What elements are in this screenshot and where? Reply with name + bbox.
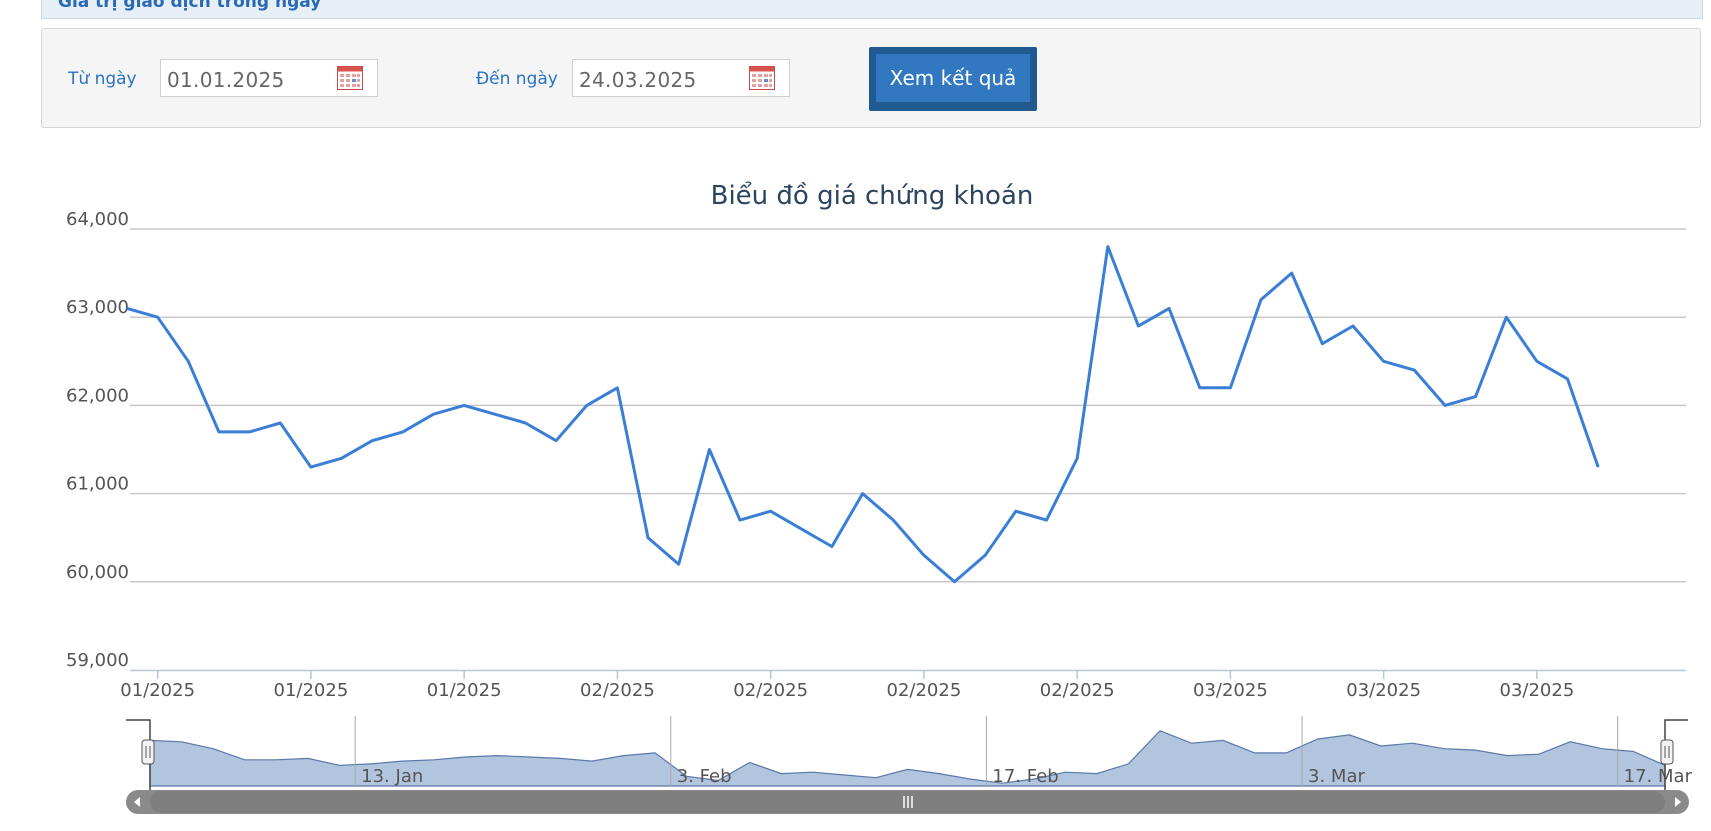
y-tick-label: 63,000	[66, 297, 129, 318]
from-date-input[interactable]: 01.01.2025	[160, 59, 378, 97]
chart-title: Biểu đồ giá chứng khoán	[711, 180, 1034, 211]
section-title: Giá trị giao dịch trong ngày	[58, 0, 322, 12]
navigator-scrollbar[interactable]	[126, 790, 1689, 814]
navigator-label: 3. Mar	[1308, 766, 1365, 787]
navigator-left-edge	[126, 719, 151, 790]
from-date-value: 01.01.2025	[167, 68, 285, 92]
x-tick-label: 02/2025	[733, 680, 808, 701]
x-tick-label: 02/2025	[1040, 680, 1115, 701]
x-tick-label: 02/2025	[580, 680, 655, 701]
navigator-label: 3. Feb	[677, 766, 732, 787]
x-tick-label: 01/2025	[120, 680, 195, 701]
x-tick-label: 03/2025	[1500, 680, 1575, 701]
y-tick-label: 64,000	[66, 209, 129, 230]
navigator-right-handle[interactable]	[1660, 739, 1674, 765]
y-tick-label: 60,000	[66, 562, 129, 583]
from-date-label: Từ ngày	[68, 69, 137, 89]
navigator-label: 17. Mar	[1624, 766, 1693, 787]
scroll-left-arrow-icon	[134, 797, 140, 807]
to-date-label: Đến ngày	[476, 69, 558, 89]
x-axis: 01/2025 01/2025 01/2025 02/2025 02/2025 02/20…	[120, 669, 1686, 701]
grid-lines	[130, 228, 1686, 583]
x-tick-label: 03/2025	[1193, 680, 1268, 701]
navigator-area	[149, 730, 1666, 787]
view-results-button[interactable]: Xem kết quả	[876, 54, 1030, 102]
range-navigator[interactable]: 13. Jan 3. Feb 17. Feb 3. Mar 17. Mar	[126, 716, 1693, 814]
x-tick-label: 02/2025	[887, 680, 962, 701]
price-line	[126, 245, 1600, 584]
y-axis: 59,000 60,000 61,000 62,000 63,000 64,000	[66, 209, 129, 671]
x-tick-label: 03/2025	[1346, 680, 1421, 701]
navigator-label: 13. Jan	[361, 766, 423, 787]
calendar-icon[interactable]	[749, 66, 775, 90]
navigator-right-edge	[1664, 719, 1688, 790]
x-tick-label: 01/2025	[427, 680, 502, 701]
to-date-value: 24.03.2025	[579, 68, 697, 92]
x-tick-label: 01/2025	[274, 680, 349, 701]
calendar-icon[interactable]	[337, 66, 363, 90]
scroll-right-arrow-icon	[1675, 797, 1681, 807]
navigator-left-handle[interactable]	[141, 739, 155, 765]
y-tick-label: 61,000	[66, 474, 129, 495]
submit-button-frame: Xem kết quả	[869, 47, 1037, 111]
date-filter-panel: Từ ngày 01.01.2025 Đến ngày 24.03.2025	[41, 28, 1701, 128]
y-tick-label: 59,000	[66, 650, 129, 671]
section-header: Giá trị giao dịch trong ngày	[41, 0, 1703, 19]
navigator-label: 17. Feb	[992, 766, 1058, 787]
to-date-input[interactable]: 24.03.2025	[572, 59, 790, 97]
price-series[interactable]	[126, 245, 1600, 584]
y-tick-label: 62,000	[66, 385, 129, 406]
